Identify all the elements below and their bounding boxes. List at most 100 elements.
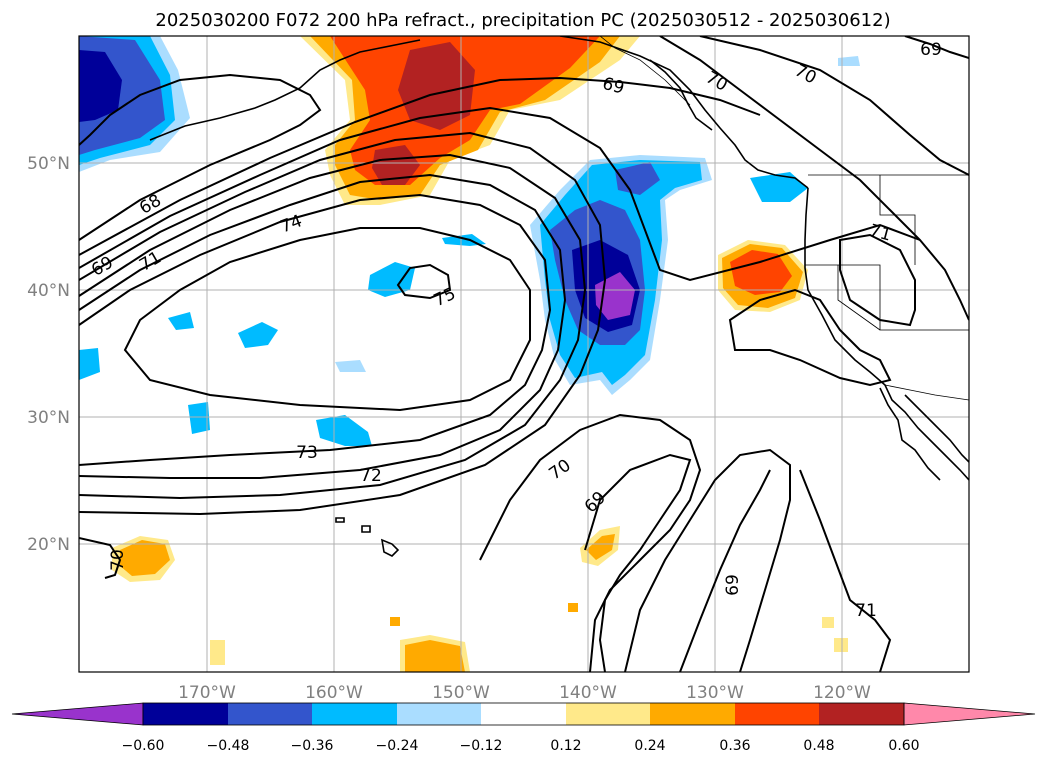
coast-hawaii-3 [335, 517, 345, 523]
shade-pos-small-8 [834, 638, 848, 652]
colorbar-bin-2 [228, 703, 312, 725]
coast-hawaii-1 [380, 538, 400, 557]
colorbar-frame [142, 702, 905, 726]
clabel-72: 72 [360, 466, 382, 486]
contour-75 [123, 227, 531, 412]
colorbar-bin-5 [481, 703, 566, 725]
clabel-71-right: 71 [855, 601, 877, 621]
coast-hawaii-2 [361, 525, 371, 533]
coast-alaska-south [149, 39, 421, 141]
map-panel: 69 70 70 68 74 69 71 75 71 73 72 70 69 7… [27, 35, 970, 703]
shade-pos-ca-red [730, 250, 792, 295]
coast-gulf-california [904, 394, 969, 463]
shade-pos-small-3b [586, 534, 615, 560]
lon-label-120w: 120°W [813, 683, 871, 703]
border-state-2 [805, 264, 969, 331]
clabel-69-right: 69 [723, 574, 743, 596]
lon-label-140w: 140°W [559, 683, 617, 703]
contour-74 [79, 193, 552, 466]
shade-pos-small-6 [390, 617, 400, 626]
coast-bc-islands [649, 59, 713, 131]
colorbar-tick-label: 0.48 [803, 738, 834, 754]
shade-neg-small-3 [238, 322, 278, 348]
colorbar-bin-3 [312, 703, 397, 725]
chart-title: 2025030200 F072 200 hPa refract., precip… [155, 10, 890, 31]
shade-neg-small-8 [79, 348, 100, 380]
colorbar-tick-label: −0.60 [122, 738, 165, 754]
lat-label-40n: 40°N [27, 281, 70, 301]
shade-pos-goa-dark2 [372, 145, 420, 185]
contour-70-sw-a [728, 288, 892, 387]
contour-68 [79, 73, 322, 241]
lat-label-50n: 50°N [27, 154, 70, 174]
lat-label-30n: 30°N [27, 408, 70, 428]
lat-label-20n: 20°N [27, 535, 70, 555]
colorbar-tick-label: 0.24 [634, 738, 665, 754]
contour-70-main [79, 106, 921, 282]
lat-labels: 50°N 40°N 30°N 20°N [27, 154, 70, 555]
colorbar-tick-label: −0.24 [376, 738, 419, 754]
colorbar-bin-1 [143, 703, 228, 725]
colorbar-tick-label: −0.36 [291, 738, 334, 754]
shade-neg-small-1 [368, 262, 415, 297]
contour-72 [79, 153, 587, 500]
shade-neg-small-6 [316, 415, 372, 446]
border-state-3 [837, 265, 881, 331]
map-content [79, 36, 969, 672]
contour-70-left [79, 537, 122, 579]
clabel-69-ne: 69 [920, 40, 942, 60]
coastlines [149, 36, 969, 557]
shade-neg-small-5 [188, 402, 210, 434]
colorbar-ticks: −0.60 −0.48 −0.36 −0.24 −0.12 0.12 0.24 … [122, 738, 920, 754]
clabel-70-left: 70 [108, 549, 128, 571]
shade-pos-small-2b [405, 640, 465, 672]
contour-70-ne [659, 36, 969, 321]
shade-neg-center-top [615, 162, 660, 195]
shade-pos-small-7 [822, 617, 834, 628]
shade-neg-small-4 [168, 312, 194, 330]
shade-pos-small-1b [120, 540, 170, 576]
colorbar-bin-8 [735, 703, 819, 725]
lon-label-130w: 130°W [686, 683, 744, 703]
border-state-1 [879, 175, 916, 265]
contour-69-ne [699, 36, 969, 176]
contour-71 [79, 131, 607, 516]
coast-west-us [804, 187, 969, 481]
colorbar-tick-label: −0.48 [207, 738, 250, 754]
contour-70-right [624, 448, 791, 672]
lon-label-160w: 160°W [305, 683, 363, 703]
contour-69-right [679, 469, 771, 672]
colorbar-bin-7 [650, 703, 735, 725]
colorbar-tick-label: 0.36 [719, 738, 750, 754]
refractivity-contours [79, 36, 969, 672]
clabel-73: 73 [296, 443, 318, 463]
lon-labels: 170°W 160°W 150°W 140°W 130°W 120°W [178, 683, 871, 703]
shade-pos-goa-dark [398, 42, 475, 130]
colorbar-extend-right [903, 702, 1036, 726]
colorbar: −0.60 −0.48 −0.36 −0.24 −0.12 0.12 0.24 … [11, 702, 1036, 754]
colorbar-bin-6 [566, 703, 650, 725]
contour-69-south [584, 453, 692, 672]
contour-75-inner [396, 263, 452, 300]
shade-pos-small-4 [210, 640, 225, 665]
colorbar-tick-label: 0.12 [550, 738, 581, 754]
shade-pos-small-5 [568, 603, 578, 612]
coast-alaska-panhandle [559, 36, 809, 189]
map-frame [78, 35, 970, 673]
contour-73 [79, 173, 567, 479]
lon-label-150w: 150°W [432, 683, 490, 703]
shade-neg-small-7 [335, 360, 366, 372]
political-borders [599, 36, 969, 401]
colorbar-tick-label: 0.60 [888, 738, 919, 754]
shade-neg-small-10 [838, 56, 860, 66]
colorbar-extend-left [11, 702, 144, 726]
coast-baja [879, 387, 941, 481]
contour-71-right [799, 469, 892, 672]
contour-69-main [79, 76, 761, 256]
colorbar-tick-label: −0.12 [460, 738, 503, 754]
shade-neg-nw-navy [79, 50, 122, 122]
lon-label-170w: 170°W [178, 683, 236, 703]
contour-69-ne2 [904, 36, 969, 59]
shade-neg-small-9 [750, 172, 808, 202]
